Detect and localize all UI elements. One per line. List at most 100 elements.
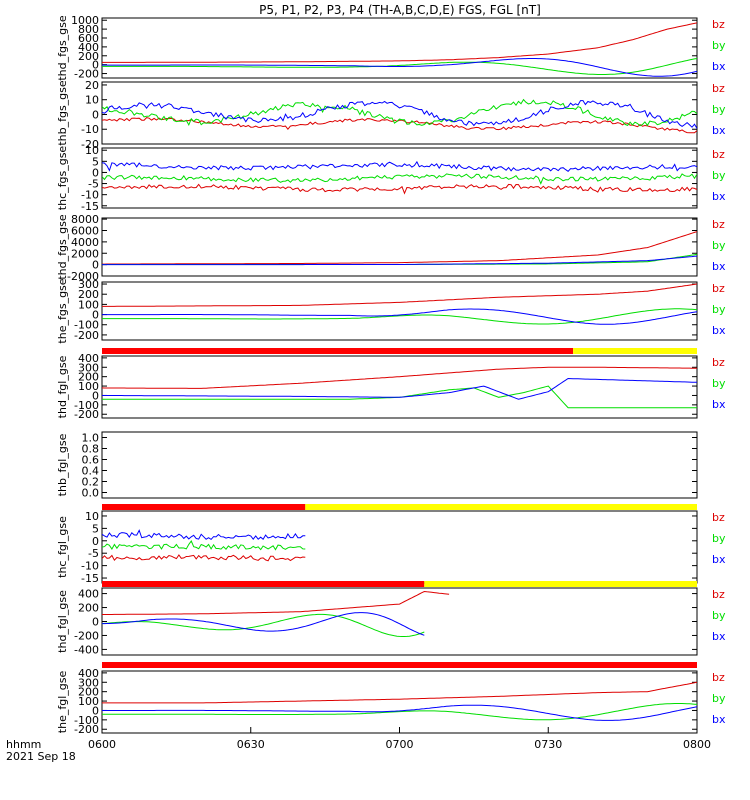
series-line-bz	[102, 590, 450, 615]
y-tick-label: 800	[78, 23, 99, 36]
mode-bars-group	[102, 348, 697, 668]
mode-bar-red	[102, 662, 697, 668]
panel-frame	[101, 355, 698, 419]
series-line-bx	[102, 58, 697, 77]
panel: 0.00.20.40.60.81.0 thb_fgl_gse	[56, 431, 698, 500]
legend-bx: bx	[712, 398, 726, 411]
legend-by: by	[712, 609, 726, 622]
legend-bz: bz	[712, 82, 725, 95]
series-line-bx	[102, 377, 697, 400]
y-tick-label: 0.4	[82, 465, 100, 478]
x-tick-label: 0730	[534, 738, 562, 751]
series-line-by	[102, 98, 697, 127]
y-tick-label: -15	[81, 572, 99, 585]
y-tick-label: -10	[81, 123, 99, 136]
y-tick-label: 20	[85, 79, 99, 92]
legend-bx: bx	[712, 630, 726, 643]
mode-bar-yellow	[305, 504, 697, 510]
legend-by: by	[712, 39, 726, 52]
chart-title: P5, P1, P2, P3, P4 (TH-A,B,C,D,E) FGS, F…	[259, 3, 541, 17]
y-tick-label: -100	[74, 399, 99, 412]
y-tick-label: 0	[92, 704, 99, 717]
x-axis-unit-label: hhmm	[6, 738, 41, 751]
series-line-bx	[102, 160, 697, 172]
y-tick-label: 200	[78, 602, 99, 615]
panel: -20 -10 010 20 thb_fgs_gse bz by bx	[56, 79, 726, 151]
y-tick-label: -20	[81, 138, 99, 151]
y-axis-label: thb_fgs_gse	[56, 80, 69, 146]
series-line-by	[102, 308, 697, 325]
y-tick-label: 400	[78, 352, 99, 365]
y-tick-label: -200	[74, 68, 99, 81]
legend-bz: bz	[712, 282, 725, 295]
y-tick-label: 1.0	[82, 432, 100, 445]
mode-bar-red	[102, 348, 574, 354]
series-line-by	[102, 703, 697, 721]
y-tick-label: 0	[92, 535, 99, 548]
series-line-by	[102, 613, 425, 637]
legend-bz: bz	[712, 588, 725, 601]
series-line-bz	[102, 366, 697, 389]
y-tick-label: 100	[78, 298, 99, 311]
y-tick-label: 400	[78, 588, 99, 601]
y-tick-label: 0	[92, 616, 99, 629]
series-line-bx	[102, 255, 697, 266]
panel-frame	[101, 217, 698, 277]
legend-by: by	[712, 303, 726, 316]
y-axis-label: thd_fgs_gse	[56, 15, 69, 81]
series-line-bz	[102, 554, 306, 562]
series-line-bz	[102, 117, 697, 134]
y-tick-label: -200	[74, 408, 99, 421]
series-line-bz	[102, 183, 697, 195]
y-tick-label: -5	[88, 547, 99, 560]
date-label: 2021 Sep 18	[6, 750, 76, 763]
panel-frame	[101, 81, 698, 145]
y-tick-label: -2000	[67, 270, 99, 283]
y-tick-label: 0	[92, 108, 99, 121]
y-tick-label: 0.6	[82, 454, 100, 467]
y-axis-label: thd_fgl_gse	[56, 590, 69, 653]
legend-by: by	[712, 377, 726, 390]
y-tick-label: 300	[78, 361, 99, 374]
y-tick-label: 100	[78, 380, 99, 393]
y-tick-label: 200	[78, 686, 99, 699]
y-tick-label: -100	[74, 714, 99, 727]
y-tick-label: 100	[78, 695, 99, 708]
x-axis: 0600 0630 0700 0730 0800	[88, 727, 711, 751]
y-tick-label: 600	[78, 32, 99, 45]
series-line-bz	[102, 681, 697, 704]
legend-bx: bx	[712, 260, 726, 273]
y-tick-label: 6000	[71, 225, 99, 238]
y-tick-label: 1000	[71, 14, 99, 27]
y-tick-label: 0	[92, 59, 99, 72]
series-line-bx	[102, 704, 697, 721]
y-tick-label: 5	[92, 522, 99, 535]
panel-frame	[101, 587, 698, 656]
legend-bx: bx	[712, 60, 726, 73]
y-tick-label: 0	[92, 389, 99, 402]
y-tick-label: 10	[85, 510, 99, 523]
y-axis-label: thc_fgl_gse	[56, 516, 69, 578]
legend-by: by	[712, 692, 726, 705]
y-tick-label: 5	[92, 155, 99, 168]
y-tick-label: 0.2	[82, 476, 100, 489]
x-tick-label: 0700	[386, 738, 414, 751]
series-line-bz	[102, 283, 697, 307]
y-tick-label: 0.8	[82, 443, 100, 456]
mode-bar-red	[102, 504, 306, 510]
panel-frame	[101, 670, 698, 734]
panel-frame	[101, 17, 698, 79]
y-tick-label: 400	[78, 667, 99, 680]
legend-bz: bz	[712, 511, 725, 524]
legend-by: by	[712, 103, 726, 116]
panel-frame	[101, 281, 698, 341]
y-tick-label: -5	[88, 178, 99, 191]
panel-frame	[101, 147, 698, 209]
y-tick-label: 8000	[71, 213, 99, 226]
y-tick-label: -200	[74, 723, 99, 736]
